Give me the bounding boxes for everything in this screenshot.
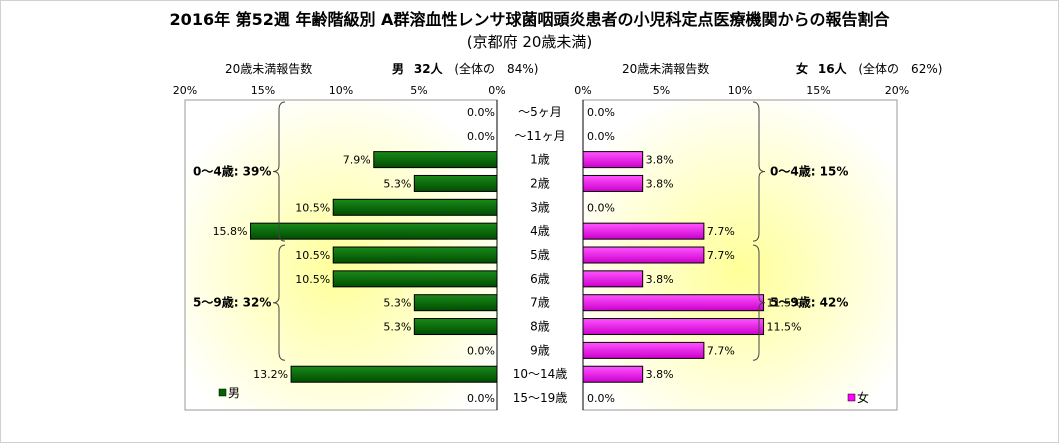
female-bar — [582, 246, 705, 264]
brace-shape — [752, 244, 766, 361]
brace-shape — [272, 101, 286, 242]
female-age-group-annotation: 5～9歳: 42% — [770, 295, 848, 310]
category-label: 3歳 — [530, 200, 550, 214]
female-bar-label: 7.7% — [707, 249, 735, 262]
female-tick-label: 10% — [728, 84, 752, 97]
female-tick-label: 5% — [653, 84, 670, 97]
male-bar-label: 10.5% — [295, 249, 330, 262]
category-label: ～11ヶ月 — [514, 129, 565, 143]
male-bar — [332, 246, 498, 264]
male-tick-label: 0% — [488, 84, 505, 97]
female-bar — [582, 151, 644, 169]
category-label: 10～14歳 — [513, 367, 568, 381]
female-bar-label: 3.8% — [646, 154, 674, 167]
male-bar — [413, 318, 498, 336]
brace-shape — [272, 244, 286, 361]
male-bar-label: 15.8% — [213, 225, 248, 238]
male-bar — [250, 222, 498, 240]
chart-title: 2016年 第52週 年齢階級別 A群溶血性レンサ球菌咽頭炎患者の小児科定点医療… — [169, 10, 890, 29]
female-bar — [582, 365, 644, 383]
brace-shape — [752, 101, 766, 242]
male-bar-label: 13.2% — [253, 368, 288, 381]
male-bar — [290, 365, 498, 383]
male-bar — [413, 174, 498, 192]
male-age-group-annotation: 5～9歳: 32% — [193, 295, 271, 310]
category-label: 8歳 — [530, 320, 550, 334]
female-bar — [582, 318, 765, 336]
category-label: 9歳 — [530, 343, 550, 357]
male-legend-label: 男 — [228, 386, 240, 400]
female-bar — [582, 174, 644, 192]
female-bar-label: 11.5% — [767, 321, 802, 334]
male-bar-label: 0.0% — [467, 344, 495, 357]
female-header-count: 16人 — [817, 62, 847, 76]
female-tick-label: 20% — [885, 84, 909, 97]
male-bar — [373, 151, 498, 169]
female-tick-label: 0% — [574, 84, 591, 97]
male-bar-label: 5.3% — [383, 177, 411, 190]
category-label: 7歳 — [530, 296, 550, 310]
male-bar — [332, 270, 498, 288]
female-bar-label: 7.7% — [707, 225, 735, 238]
female-header: 女 16人 (全体の 62%) — [796, 60, 942, 77]
male-tick-label: 15% — [251, 84, 275, 97]
female-legend-swatch — [847, 393, 856, 402]
male-age-group-annotation: 0～4歳: 39% — [193, 164, 271, 179]
male-bar-label: 10.5% — [295, 273, 330, 286]
female-axis-label: 20歳未満報告数 — [622, 62, 710, 76]
category-label: 4歳 — [530, 224, 550, 238]
male-bar-label: 7.9% — [343, 154, 371, 167]
female-bar-label: 11.5% — [767, 297, 802, 310]
male-header: 男 32人 (全体の 84%) — [392, 60, 538, 77]
female-legend-label: 女 — [857, 390, 869, 405]
category-label: 6歳 — [530, 272, 550, 286]
male-bar-label: 0.0% — [467, 106, 495, 119]
male-tick-label: 10% — [329, 84, 353, 97]
male-bar-label: 5.3% — [383, 321, 411, 334]
female-bar-label: 0.0% — [587, 106, 615, 119]
male-legend-swatch — [218, 388, 227, 397]
female-bar-label: 7.7% — [707, 344, 735, 357]
male-tick-label: 20% — [173, 84, 197, 97]
female-bar — [582, 270, 644, 288]
male-bar-label: 0.0% — [467, 130, 495, 143]
female-bar-label: 3.8% — [646, 273, 674, 286]
female-bar-label: 3.8% — [646, 177, 674, 190]
chart-subtitle: (京都府 20歳未満) — [466, 33, 593, 51]
category-label: 5歳 — [530, 248, 550, 262]
male-bar-label: 10.5% — [295, 201, 330, 214]
category-label: 15～19歳 — [513, 391, 568, 405]
male-bar-label: 5.3% — [383, 297, 411, 310]
female-bar-label: 0.0% — [587, 201, 615, 214]
female-bar-label: 3.8% — [646, 368, 674, 381]
female-bar-label: 0.0% — [587, 392, 615, 405]
female-header-label: 女 — [796, 62, 809, 76]
female-bar — [582, 222, 705, 240]
category-label: ～5ヶ月 — [518, 105, 562, 119]
female-bar — [582, 294, 765, 312]
male-tick-label: 5% — [410, 84, 427, 97]
male-header-label: 男 — [392, 62, 405, 76]
category-label: 1歳 — [530, 153, 550, 167]
female-age-group-annotation: 0～4歳: 15% — [770, 164, 848, 179]
male-header-share: (全体の 84%) — [454, 62, 539, 76]
male-bar — [413, 294, 498, 312]
male-axis-label: 20歳未満報告数 — [225, 62, 313, 76]
female-tick-label: 15% — [806, 84, 830, 97]
category-label: 2歳 — [530, 176, 550, 190]
male-bar — [332, 198, 498, 216]
female-header-share: (全体の 62%) — [858, 62, 943, 76]
male-bar-label: 0.0% — [467, 392, 495, 405]
male-header-count: 32人 — [413, 62, 443, 76]
female-bar-label: 0.0% — [587, 130, 615, 143]
female-bar — [582, 341, 705, 359]
